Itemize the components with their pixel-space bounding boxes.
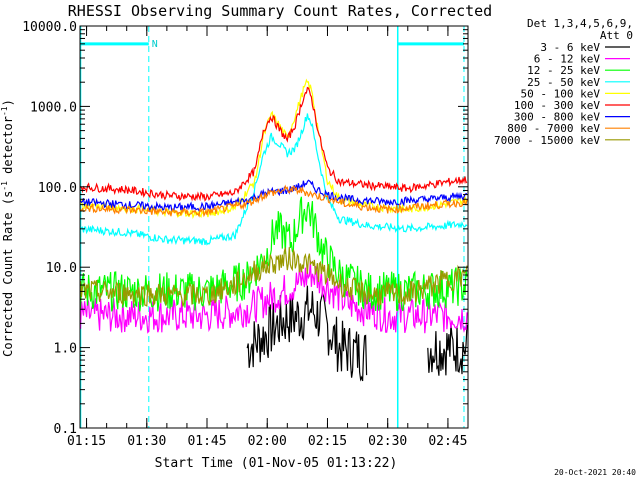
timestamp: 20-Oct-2021 20:40 xyxy=(554,468,636,477)
y-axis-label-sup1: -1 xyxy=(0,181,9,191)
legend-header-line-2: Att 0 xyxy=(600,29,633,42)
series-layer xyxy=(80,78,468,382)
x-tick-label: 01:30 xyxy=(127,434,166,449)
legend-header-line-1: Det 1,3,4,5,6,9, xyxy=(527,17,633,30)
legend-label-100-300-kev: 100 - 300 keV xyxy=(514,99,600,112)
x-tick-label: 02:45 xyxy=(428,434,467,449)
y-tick-label: 1000.0 xyxy=(30,100,77,115)
y-axis: 0.1 1.0 10.0 100.0 1000.0 10000.0 xyxy=(22,20,468,437)
series-line-100-300-kev xyxy=(80,86,468,202)
y-tick-label: 0.1 xyxy=(54,422,77,437)
legend-label-800-7000-kev: 800 - 7000 keV xyxy=(507,122,600,135)
legend-label-6-12-kev: 6 - 12 keV xyxy=(534,53,601,66)
x-tick-label: 02:30 xyxy=(368,434,407,449)
legend-label-50-100-kev: 50 - 100 keV xyxy=(521,87,601,100)
x-axis-label: Start Time (01-Nov-05 01:13:22) xyxy=(155,456,398,471)
series-line-3-6-kev xyxy=(246,285,468,382)
series-line-12-25-kev xyxy=(80,196,468,312)
attenuator-flag: N xyxy=(152,39,158,50)
series-line-25-50-kev xyxy=(80,113,468,246)
series-line-6-12-kev xyxy=(80,260,468,334)
y-tick-label: 1.0 xyxy=(54,342,77,357)
y-tick-label: 10.0 xyxy=(46,261,77,276)
legend-label-25-50-kev: 25 - 50 keV xyxy=(527,76,600,89)
y-axis-label-part2: detector xyxy=(1,116,15,181)
y-tick-label: 10000.0 xyxy=(22,20,77,35)
y-axis-label-part3: ) xyxy=(1,99,15,106)
x-tick-label: 01:45 xyxy=(187,434,226,449)
series-line-7000-15000-kev xyxy=(80,247,468,307)
x-tick-label: 01:15 xyxy=(67,434,106,449)
legend-label-12-25-kev: 12 - 25 keV xyxy=(527,64,600,77)
y-axis-label-sup2: -1 xyxy=(0,106,9,116)
x-axis: 01:15 01:30 01:45 02:00 02:15 02:30 02:45 xyxy=(67,26,469,449)
y-tick-label: 100.0 xyxy=(38,181,77,196)
x-tick-label: 02:15 xyxy=(308,434,347,449)
chart-title: RHESSI Observing Summary Count Rates, Co… xyxy=(68,2,492,20)
y-axis-label: Corrected Count Rate (s-1 detector-1) xyxy=(0,99,15,357)
x-tick-label: 02:00 xyxy=(248,434,287,449)
legend-label-3-6-kev: 3 - 6 keV xyxy=(540,41,600,54)
plot-frame xyxy=(79,25,469,429)
y-axis-label-part1: Corrected Count Rate (s xyxy=(1,191,15,357)
legend-label-7000-15000-kev: 7000 - 15000 keV xyxy=(494,134,600,147)
legend-label-300-800-kev: 300 - 800 keV xyxy=(514,111,600,124)
series-line-50-100-kev xyxy=(80,78,468,220)
series-line-800-7000-kev xyxy=(80,184,468,218)
